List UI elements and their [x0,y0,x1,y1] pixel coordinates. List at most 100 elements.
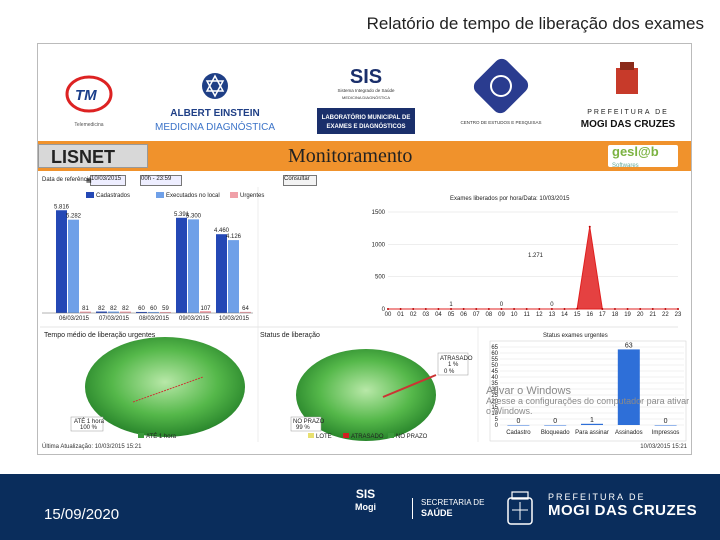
bar-value-label: 64 [242,306,249,312]
banner-title: Monitoramento [288,145,413,167]
urgentes-bar-chart: Status exames urgentes 05101520253035404… [489,333,687,442]
urgent-value-label: 0 [553,418,557,425]
urgent-y-tick: 40 [491,375,498,381]
hour-tick: 21 [649,312,656,318]
line-y-tick: 1000 [372,242,386,248]
hour-tick: 08 [486,312,493,318]
urgent-value-label: 0 [516,418,520,425]
date-input[interactable]: 10/03/2015 [90,175,126,186]
urgent-bar-4 [654,425,677,426]
einstein-line2: MEDICINA DIAGNÓSTICA [155,120,275,133]
category-tick: 06/03/2015 [59,316,90,322]
hour-tick: 09 [498,312,505,318]
bar-value-label: 4.126 [226,234,242,240]
hour-tick: 00 [385,312,392,318]
category-tick: 08/03/2015 [139,316,170,322]
bar-value-label: 5.300 [186,213,202,219]
filter-toolbar: Data de referência 10/03/2015 00h - 23:5… [38,174,691,188]
hour-tick: 12 [536,312,543,318]
research-center-logo: CENTRO DE ESTUDOS E PESQUISAS [450,48,550,136]
hour-tick: 07 [473,312,480,318]
dashboard-charts: Cadastrados Executados no local Urgentes… [38,187,691,442]
hour-point [651,308,654,310]
footer-crest-icon [507,491,533,525]
bar-cadastrados-0 [56,210,67,313]
hour-point [487,308,490,310]
hour-point [462,308,465,310]
slide-title: Relatório de tempo de liberação dos exam… [366,14,704,33]
urgent-y-tick: 5 [495,417,499,423]
bar-cadastrados-4 [216,234,227,313]
range-select[interactable]: 00h - 23:59 [140,175,182,186]
bar-executados-no-local-3 [188,219,199,313]
status-title: Status de liberação [260,332,320,339]
urgent-y-tick: 15 [491,405,498,411]
hour-tick: 14 [561,312,568,318]
svg-text:LOTE: LOTE [316,434,332,440]
hour-point [563,308,566,310]
peak-annotation: 1.271 [528,253,544,259]
last-update: Última Atualização: 10/03/2015 15:21 [42,444,142,450]
bar-executados-no-local-1 [108,311,119,313]
svg-text:1 %: 1 % [448,362,459,368]
hour-tick: 13 [549,312,556,318]
hour-point [387,308,389,310]
calendar-icon[interactable]: ▦ [86,178,92,184]
urgent-bar-1 [544,425,567,426]
pie1-legend: ATÉ 1 hora [146,433,177,440]
urgent-category-tick: Assinados [615,430,643,436]
bar-value-label: 5.816 [54,204,70,210]
point-value-label: 0 [550,302,554,308]
hour-point [664,308,667,310]
urgent-category-tick: Para assinar [575,430,609,436]
urgent-y-tick: 50 [491,363,498,369]
hourly-area [388,226,678,310]
hour-tick: 17 [599,312,606,318]
hour-tick: 15 [574,312,581,318]
hour-tick: 10 [511,312,518,318]
bar-value-label: 81 [82,306,89,312]
svg-text:CENTRO DE ESTUDOS E PESQUISAS: CENTRO DE ESTUDOS E PESQUISAS [460,120,541,125]
hour-point [639,308,642,310]
prefeitura-logo: PREFEITURA DE MOGI DAS CRUZES [568,48,688,136]
sis-logo: SIS Sistema Integrado de Saúde MEDICINA … [311,48,421,136]
slide-footer-bar: 15/09/2020 SIS Mogi SECRETARIA DE SAÚDE PR… [0,474,720,540]
status-liberacao-pie: Status de liberação ATRASADO 1 % 0 % NO … [260,332,473,441]
hour-point [500,308,503,310]
urgent-y-tick: 10 [491,411,498,417]
urgent-bar-3 [617,349,640,425]
bar-value-label: 82 [122,306,129,312]
geslab-logo: gesl@b Softwares [608,145,678,169]
bar-value-label: 60 [138,306,145,312]
urgent-y-tick: 45 [491,369,498,375]
app-banner: LISNET Monitoramento gesl@b Softwares [38,141,691,171]
svg-text:TM: TM [75,87,97,104]
footer-prefeitura: PREFEITURA DE MOGI DAS CRUZES [548,492,698,519]
tempo-medio-pie: Tempo médio de liberação urgentes ATÉ 1 … [44,332,245,440]
urgent-y-tick: 25 [491,393,498,399]
consultar-button[interactable]: Consultar [283,175,317,186]
hour-tick: 01 [397,312,404,318]
pie1-label: ATÉ 1 hora [74,418,105,425]
hour-point [588,225,591,228]
einstein-logo: ALBERT EINSTEIN MEDICINA DIAGNÓSTICA [150,48,280,136]
tm-logo: TM Telemedicina [44,48,134,136]
bar-value-label: 82 [110,306,117,312]
bar-cadastrados-1 [96,311,107,313]
bar-value-label: 5.391 [174,212,190,218]
urgent-y-tick: 30 [491,387,498,393]
hour-tick: 11 [524,312,531,318]
bar-executados-no-local-0 [68,219,79,313]
urgent-y-tick: 20 [491,399,498,405]
footer-stamp: 10/03/2015 15:21 [640,444,687,450]
legend-urgentes: Urgentes [240,193,264,199]
bar-value-label: 60 [150,306,157,312]
urgent-bar-2 [581,423,603,425]
bar-urgentes-0 [80,311,91,313]
hour-tick: 19 [624,312,631,318]
bar-urgentes-1 [120,311,131,313]
line-y-tick: 500 [375,275,386,281]
svg-text:Sistema Integrado de Saúde: Sistema Integrado de Saúde [337,88,395,93]
windows-activation-watermark: Ativar o Windows Acesse a configurações d… [486,385,690,417]
svg-text:PREFEITURA DE: PREFEITURA DE [587,109,669,116]
